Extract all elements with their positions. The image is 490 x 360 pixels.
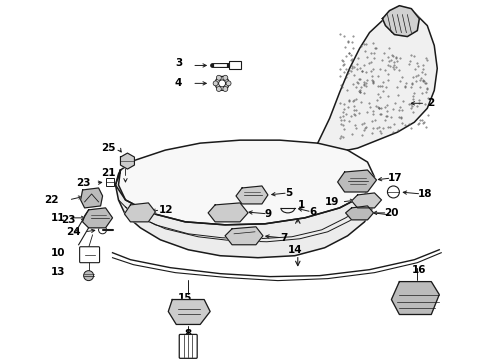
Text: 23: 23: [61, 215, 75, 225]
Text: 25: 25: [101, 143, 116, 153]
Text: 5: 5: [285, 188, 292, 198]
Polygon shape: [81, 188, 102, 208]
Bar: [96, 214, 105, 222]
Circle shape: [84, 271, 94, 280]
Text: 2: 2: [427, 98, 435, 108]
Polygon shape: [338, 170, 376, 192]
Text: 22: 22: [44, 195, 59, 205]
Polygon shape: [236, 186, 268, 204]
Text: 20: 20: [385, 208, 399, 218]
Circle shape: [98, 226, 106, 234]
Text: 13: 13: [51, 267, 66, 276]
Circle shape: [388, 186, 399, 198]
Text: 16: 16: [412, 265, 427, 275]
Polygon shape: [83, 208, 113, 228]
Text: 3: 3: [175, 58, 182, 68]
Text: 6: 6: [310, 207, 317, 217]
Polygon shape: [116, 140, 374, 225]
Text: 23: 23: [76, 178, 91, 188]
Text: 4: 4: [175, 78, 182, 88]
Text: 19: 19: [325, 197, 340, 207]
Text: 7: 7: [280, 233, 287, 243]
Text: 8: 8: [185, 329, 192, 339]
Circle shape: [219, 80, 225, 87]
Text: 17: 17: [388, 173, 402, 183]
Polygon shape: [345, 206, 373, 220]
Circle shape: [226, 81, 231, 86]
Text: 11: 11: [51, 213, 66, 223]
Polygon shape: [208, 203, 248, 222]
Polygon shape: [124, 203, 155, 222]
Bar: [229, 62, 241, 69]
Polygon shape: [121, 153, 134, 169]
Circle shape: [223, 86, 228, 91]
Text: 18: 18: [417, 189, 432, 199]
Circle shape: [223, 75, 228, 80]
Text: 14: 14: [288, 245, 302, 255]
Polygon shape: [225, 227, 263, 245]
Text: 9: 9: [265, 209, 272, 219]
Bar: [105, 178, 114, 186]
Polygon shape: [352, 193, 382, 208]
Text: 1: 1: [298, 200, 305, 210]
Polygon shape: [116, 170, 374, 258]
Text: 15: 15: [178, 293, 193, 302]
Polygon shape: [318, 11, 437, 150]
Polygon shape: [392, 282, 439, 315]
Text: 10: 10: [51, 248, 66, 258]
Circle shape: [217, 75, 221, 80]
FancyBboxPatch shape: [179, 334, 197, 358]
Circle shape: [215, 76, 229, 90]
Text: 24: 24: [66, 227, 81, 237]
Circle shape: [213, 81, 218, 86]
Polygon shape: [168, 300, 210, 324]
Polygon shape: [383, 6, 419, 37]
Text: 12: 12: [158, 205, 173, 215]
FancyBboxPatch shape: [80, 247, 99, 263]
Circle shape: [217, 86, 221, 91]
Text: 21: 21: [101, 168, 116, 178]
